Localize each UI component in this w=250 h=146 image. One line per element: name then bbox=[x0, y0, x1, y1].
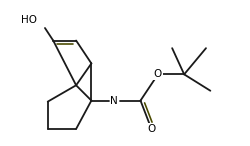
Text: HO: HO bbox=[21, 15, 37, 25]
Text: O: O bbox=[153, 69, 162, 79]
Text: N: N bbox=[110, 96, 118, 106]
Text: O: O bbox=[147, 124, 155, 134]
